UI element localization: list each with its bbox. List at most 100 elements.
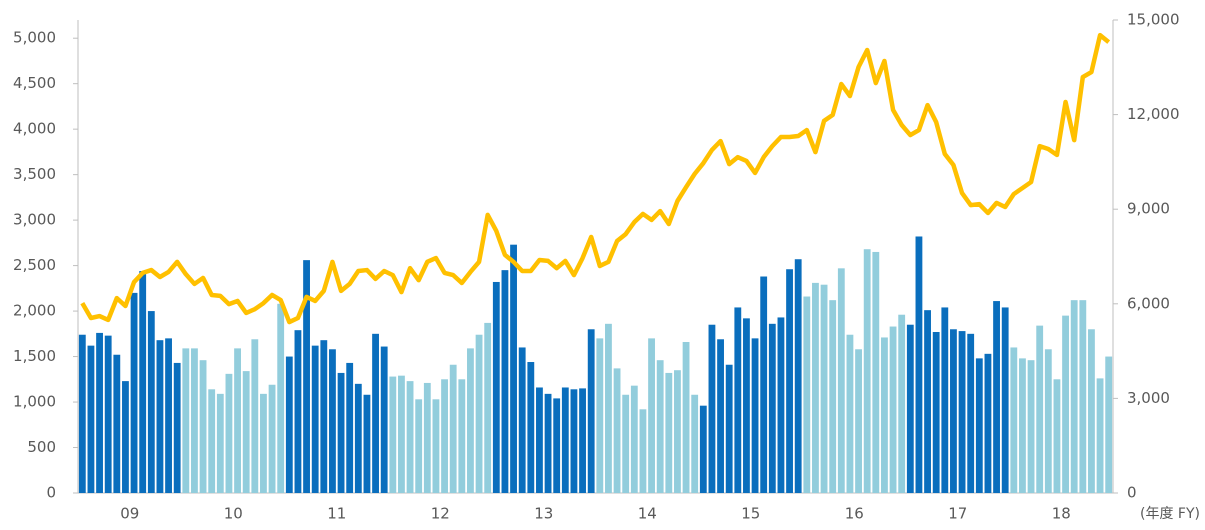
y-tick-label: 2,500	[13, 256, 56, 274]
bar	[1010, 347, 1018, 493]
bar	[1079, 300, 1087, 493]
y-tick-label: 5,000	[13, 29, 56, 47]
bar	[294, 330, 302, 493]
bar	[1027, 360, 1035, 493]
bar	[78, 334, 86, 493]
bar	[777, 317, 785, 493]
bar	[311, 345, 319, 493]
bar	[725, 364, 733, 493]
bar	[950, 329, 957, 493]
bar	[932, 331, 940, 493]
bar	[984, 353, 992, 493]
bar	[544, 393, 552, 493]
bar	[768, 323, 776, 493]
bar	[881, 337, 888, 493]
bar	[147, 311, 155, 493]
bar	[277, 303, 285, 493]
bar	[803, 296, 811, 493]
bar	[837, 268, 845, 493]
bar	[639, 409, 647, 493]
bar	[1036, 325, 1044, 493]
y2-tick-label: 12,000	[1127, 105, 1180, 123]
bar	[165, 338, 172, 493]
bar	[786, 269, 793, 493]
bar	[622, 394, 630, 493]
x-group-label: 17	[948, 505, 967, 523]
bar	[242, 371, 250, 493]
y-tick-label: 3,500	[13, 165, 56, 183]
bar	[691, 394, 699, 493]
x-group-label: 12	[431, 505, 450, 523]
x-group-label: 13	[534, 505, 553, 523]
bar	[579, 388, 586, 493]
bar	[320, 340, 328, 493]
y-tick-label: 0	[46, 484, 56, 502]
bar	[699, 405, 707, 493]
bar	[596, 338, 604, 493]
y2-tick-label: 3,000	[1127, 389, 1170, 407]
bar	[303, 260, 310, 493]
bar	[415, 399, 423, 493]
bar	[1062, 315, 1069, 493]
bar	[829, 300, 837, 493]
x-unit: (年度 FY)	[1140, 506, 1200, 522]
bar	[794, 259, 802, 493]
bar	[958, 331, 966, 493]
bar	[432, 399, 440, 493]
bar	[760, 276, 768, 493]
x-group-label: 10	[224, 505, 243, 523]
y2-tick-label: 0	[1127, 484, 1137, 502]
y-tick-label: 2,000	[13, 302, 56, 320]
bar	[751, 338, 759, 493]
bar	[398, 375, 405, 493]
bar	[354, 383, 362, 493]
bar	[191, 348, 198, 493]
bar	[337, 372, 345, 493]
bar	[285, 356, 293, 493]
bar	[1019, 358, 1026, 493]
bar	[216, 393, 224, 493]
bar	[380, 346, 388, 493]
bar	[406, 381, 414, 493]
bar	[199, 360, 207, 493]
bar	[743, 318, 750, 493]
bar	[863, 249, 871, 493]
bar	[889, 326, 897, 493]
bar	[156, 340, 164, 493]
bar	[96, 332, 103, 493]
bar	[389, 376, 397, 493]
x-group-label: 09	[120, 505, 139, 523]
bar	[87, 345, 95, 493]
x-group-label: 16	[845, 505, 864, 523]
bar	[518, 347, 526, 493]
x-group-label: 18	[1052, 505, 1071, 523]
bar	[251, 339, 259, 493]
bar	[130, 292, 138, 493]
y-tick-label: 4,500	[13, 74, 56, 92]
y2-tick-label: 9,000	[1127, 200, 1170, 218]
bar	[605, 323, 612, 493]
bar	[104, 335, 112, 493]
bar	[234, 348, 241, 493]
bar	[173, 362, 181, 493]
bar	[975, 358, 983, 493]
y-tick-label: 500	[27, 438, 56, 456]
bar	[708, 324, 716, 493]
bar	[587, 329, 595, 493]
bar	[449, 364, 457, 493]
bar	[467, 348, 474, 493]
bar	[967, 333, 975, 493]
bar	[346, 362, 354, 493]
bar	[329, 349, 336, 493]
bar	[906, 324, 914, 493]
bar	[872, 251, 880, 493]
bar	[570, 389, 578, 493]
bar	[915, 236, 923, 493]
x-group-label: 11	[327, 505, 346, 523]
x-group-label: 14	[638, 505, 657, 523]
bar	[501, 270, 509, 493]
bar	[1044, 349, 1052, 493]
y-tick-label: 1,000	[13, 393, 56, 411]
bar	[372, 333, 379, 493]
